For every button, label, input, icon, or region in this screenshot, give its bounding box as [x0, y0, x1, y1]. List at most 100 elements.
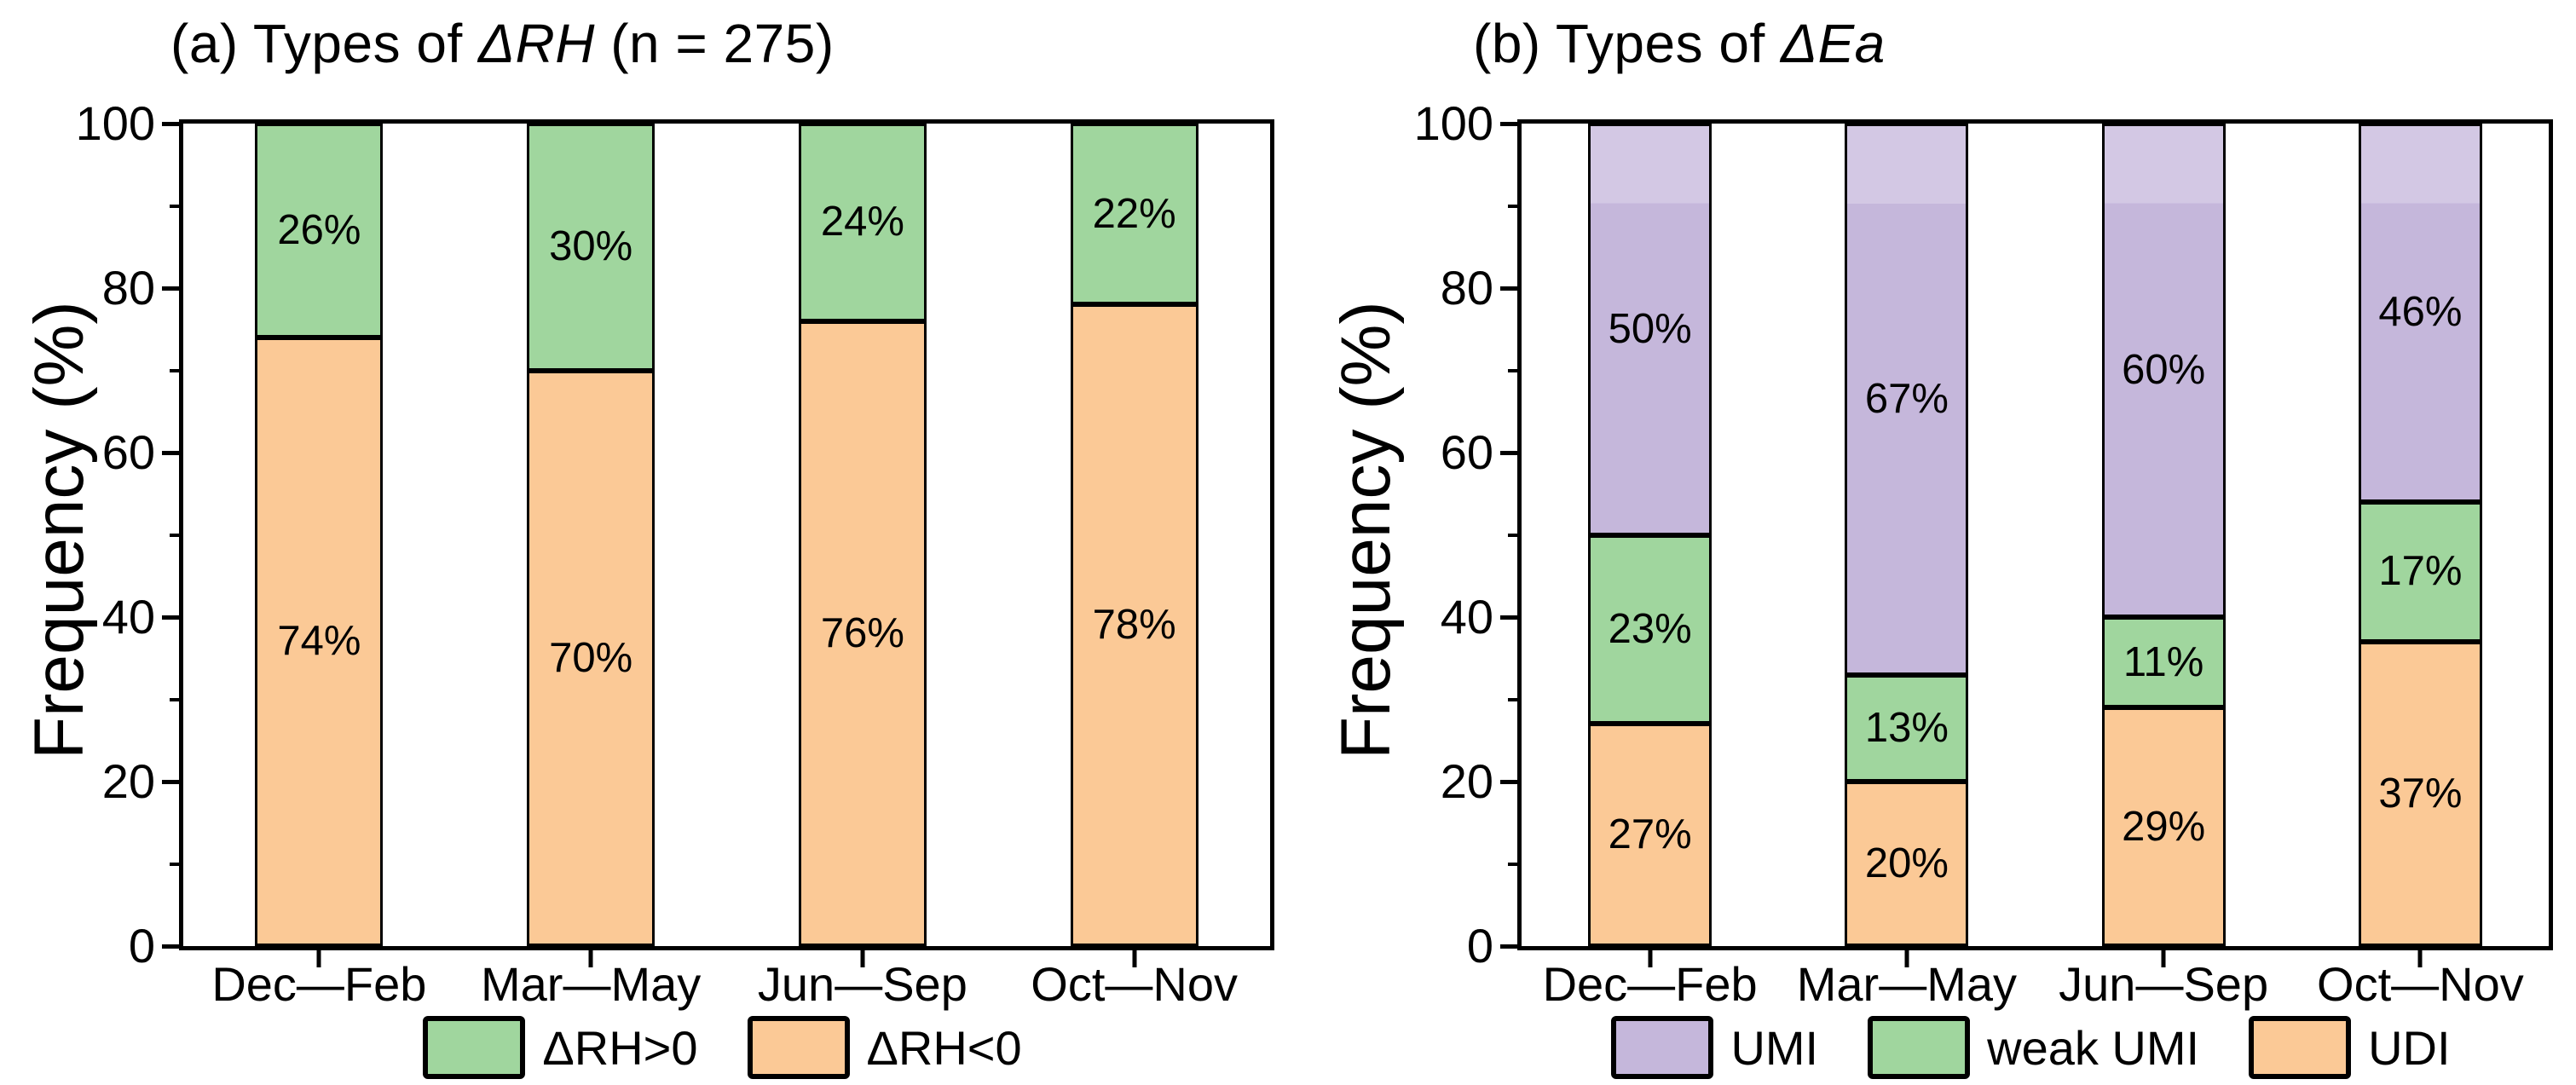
bar-value-label: 17%: [2378, 548, 2463, 595]
x-major-tick: [1132, 950, 1137, 967]
bar-segment: 22%: [1070, 124, 1198, 305]
y-tick-label: 80: [101, 261, 155, 315]
x-axis-label: Dec—Feb: [211, 957, 427, 1011]
x-axis-label: Mar—May: [1796, 957, 2017, 1011]
y-major-tick: [1500, 779, 1517, 784]
y-major-tick: [162, 450, 179, 455]
bar-value-label: 11%: [2123, 638, 2204, 685]
y-minor-tick: [1508, 204, 1517, 208]
legend-swatch: [2249, 1016, 2352, 1079]
bar-segment: 78%: [1070, 304, 1198, 946]
y-minor-tick: [1508, 368, 1517, 372]
legend-label: ΔRH<0: [866, 1020, 1022, 1075]
panel-a: (a) Types of ΔRH (n = 275) Frequency (%)…: [20, 12, 1274, 1079]
y-tick-label: 100: [1413, 96, 1493, 150]
bar-segment: 24%: [798, 124, 927, 321]
y-tick-label: 100: [75, 96, 155, 150]
legend-item: UMI: [1611, 1016, 1818, 1079]
y-minor-tick: [170, 533, 179, 537]
x-major-tick: [588, 950, 593, 967]
y-tick-label: 80: [1440, 261, 1493, 315]
bar-value-label: 30%: [549, 223, 633, 270]
title-prefix: (b) Types of: [1473, 13, 1782, 74]
bar-segment: 27%: [1588, 724, 1713, 946]
legend-label: UDI: [2368, 1020, 2451, 1075]
plot-area-a: 0 20 40 60 80 100 Dec—Feb 74% 26% Mar—May 70% 30% Ju…: [76, 100, 1274, 1011]
y-minor-tick: [170, 697, 179, 701]
bar-value-label: 29%: [2122, 803, 2206, 850]
bar-value-label: 22%: [1092, 190, 1176, 237]
bar-value-label: 27%: [1608, 811, 1692, 858]
legend-item: ΔRH<0: [747, 1016, 1022, 1079]
y-major-tick: [1500, 615, 1517, 620]
bar-segment: 20%: [1845, 782, 1969, 946]
bar-segment: 17%: [2358, 501, 2482, 642]
y-major-tick: [162, 779, 179, 784]
x-axis-label: Mar—May: [481, 957, 702, 1011]
bar-segment: 26%: [255, 124, 384, 338]
legend-item: weak UMI: [1868, 1016, 2199, 1079]
bar-segment: 30%: [527, 124, 656, 371]
panel-b-title: (b) Types of ΔEa: [1473, 12, 1886, 75]
title-prefix: (a) Types of: [170, 13, 479, 74]
y-axis-label: Frequency (%): [20, 301, 98, 760]
y-major-tick: [162, 121, 179, 126]
y-tick-label: 20: [101, 754, 155, 808]
legend-swatch: [423, 1016, 526, 1079]
panel-a-title: (a) Types of ΔRH (n = 275): [170, 12, 835, 75]
y-major-tick: [1500, 286, 1517, 291]
bar-segment: 74%: [255, 337, 384, 946]
legend-item: ΔRH>0: [423, 1016, 698, 1079]
bar-segment: 29%: [2101, 707, 2226, 946]
y-minor-tick: [170, 368, 179, 372]
bar-value-label: 46%: [2378, 289, 2463, 336]
bar-segment: 37%: [2358, 641, 2482, 946]
bar-value-label: 67%: [1864, 375, 1949, 422]
x-axis-label: Jun—Sep: [757, 957, 967, 1011]
title-italic-term: ΔEa: [1781, 13, 1886, 74]
bar-segment: 11%: [2101, 617, 2226, 708]
x-axis-label: Oct—Nov: [1031, 957, 1238, 1011]
y-minor-tick: [1508, 697, 1517, 701]
x-axis-label: Jun—Sep: [2059, 957, 2269, 1011]
plot-area-b: 0 20 40 60 80 100 Dec—Feb 27% 23% 50% Mar—May 20% 13…: [1414, 100, 2553, 1011]
legend-item: UDI: [2249, 1016, 2451, 1079]
bar-segment: 70%: [527, 370, 656, 946]
x-major-tick: [2417, 950, 2423, 967]
y-minor-tick: [1508, 862, 1517, 866]
bar-value-label: 23%: [1608, 605, 1692, 652]
bar-value-label: 60%: [2122, 347, 2206, 393]
y-major-tick: [162, 286, 179, 291]
x-major-tick: [1904, 950, 1909, 967]
y-tick-label: 40: [1440, 590, 1493, 643]
y-major-tick: [1500, 121, 1517, 126]
bar-value-label: 70%: [549, 634, 633, 681]
x-major-tick: [1648, 950, 1653, 967]
legend-swatch: [1611, 1016, 1714, 1079]
legend-label: UMI: [1730, 1020, 1819, 1075]
x-major-tick: [316, 950, 321, 967]
bar-segment: 46%: [2358, 124, 2482, 502]
title-suffix: (n = 275): [594, 13, 835, 74]
bar-value-label: 74%: [277, 618, 361, 665]
legend-swatch: [1868, 1016, 1971, 1079]
bar-segment: 23%: [1588, 534, 1713, 724]
y-major-tick: [1500, 944, 1517, 949]
bar-segment: 76%: [798, 320, 927, 946]
y-tick-label: 60: [101, 425, 155, 479]
y-tick-label: 20: [1440, 754, 1493, 808]
bar-segment: 67%: [1845, 124, 1969, 675]
legend-label: ΔRH>0: [542, 1020, 698, 1075]
y-tick-label: 60: [1440, 425, 1493, 479]
legend-label: weak UMI: [1987, 1020, 2200, 1075]
y-tick-label: 0: [128, 919, 155, 972]
bar-segment: 50%: [1588, 124, 1713, 535]
bar-value-label: 76%: [820, 609, 904, 656]
x-major-tick: [2161, 950, 2166, 967]
bar-value-label: 26%: [277, 206, 361, 253]
bar-value-label: 24%: [820, 199, 904, 245]
x-major-tick: [860, 950, 865, 967]
bar-value-label: 13%: [1864, 704, 1949, 751]
x-axis-label: Dec—Feb: [1542, 957, 1758, 1011]
